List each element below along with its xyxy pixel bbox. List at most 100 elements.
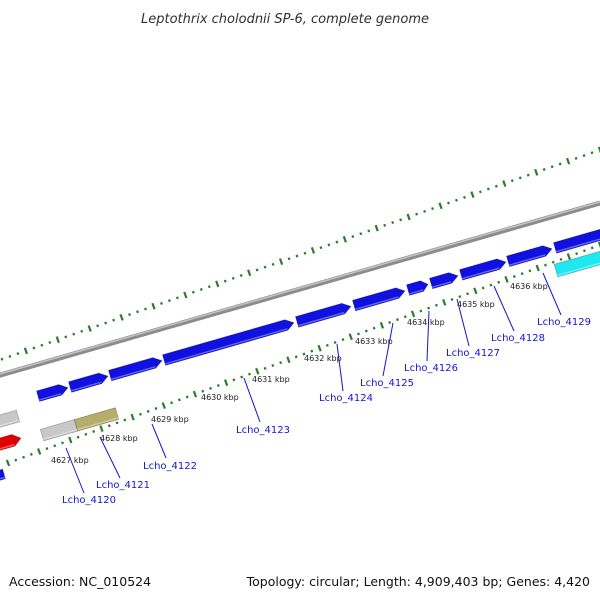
inner-ring-minor-tick [497, 280, 501, 284]
outer-ring-major-tick [278, 258, 284, 265]
gene-feature-forward-6[interactable] [352, 287, 406, 312]
outer-ring-minor-tick [96, 324, 100, 328]
outer-ring-minor-tick [399, 218, 403, 222]
gene-feature-red[interactable] [0, 434, 22, 453]
genome-backbone [0, 200, 600, 378]
gene-label-link[interactable]: Lcho_4129 [537, 317, 591, 328]
kbp-scale-labels: 4627 kbp 4628 kbp 4629 kbp 4630 kbp 4631 kbp… [51, 282, 548, 465]
inner-ring-minor-tick [279, 361, 283, 365]
gene-leader-line [456, 298, 470, 347]
gene-feature-forward-10[interactable] [506, 245, 553, 268]
kbp-label: 4636 kbp [510, 282, 548, 291]
inner-ring-major-tick [255, 367, 260, 375]
outer-ring-minor-tick [574, 156, 578, 160]
outer-ring-minor-tick [423, 209, 427, 213]
outer-ring-major-tick [183, 291, 188, 299]
gene-feature-forward-1[interactable] [36, 384, 69, 402]
inner-ring-minor-tick [45, 447, 49, 451]
gene-label-link[interactable]: Lcho_4120 [62, 495, 116, 506]
gene-feature-forward-4[interactable] [162, 319, 295, 366]
gene-feature-forward-7[interactable] [406, 280, 429, 296]
inner-ring-minor-tick [333, 341, 337, 345]
gene-feature-forward-2[interactable] [68, 372, 109, 393]
inner-ring-minor-tick [209, 386, 212, 390]
inner-ring-minor-tick [201, 389, 205, 393]
kbp-label: 4633 kbp [355, 337, 393, 346]
inner-ring-minor-tick [177, 398, 181, 402]
inner-ring-minor-tick [248, 372, 251, 376]
kbp-label: 4632 kbp [304, 354, 342, 363]
inner-ring-minor-tick [481, 286, 485, 290]
gene-label-link[interactable]: Lcho_4126 [404, 363, 458, 374]
outer-ring-major-tick [247, 269, 252, 277]
outer-ring-minor-tick [391, 221, 395, 225]
outer-ring-major-tick [566, 157, 571, 165]
inner-ring-major-tick [410, 310, 416, 318]
gene-feature-grey-left[interactable] [0, 409, 21, 430]
outer-ring-major-tick [215, 280, 220, 288]
inner-ring-minor-tick [53, 444, 57, 448]
inner-ring-minor-tick [528, 269, 532, 273]
outer-ring-minor-tick [367, 229, 371, 233]
inner-ring-minor-tick [403, 315, 407, 319]
outer-ring-minor-tick [590, 151, 594, 155]
outer-ring-minor-tick [319, 246, 323, 250]
outer-ring-minor-tick [223, 279, 227, 283]
outer-ring-minor-tick [351, 234, 355, 238]
gene-label-link[interactable]: Lcho_4128 [491, 333, 545, 344]
inner-tick-ring [5, 241, 600, 467]
outer-ring-major-tick [23, 347, 28, 355]
inner-ring-minor-tick [240, 375, 244, 379]
inner-ring-minor-tick [271, 363, 275, 367]
outer-ring-minor-tick [263, 265, 267, 269]
gene-label-link[interactable]: Lcho_4121 [96, 480, 150, 491]
gene-feature-forward-8[interactable] [429, 272, 459, 290]
gene-feature-forward-3[interactable] [108, 357, 163, 382]
outer-ring-minor-tick [335, 240, 339, 244]
inner-ring-major-tick [286, 356, 291, 364]
outer-ring-major-tick [406, 213, 411, 221]
gene-label-link[interactable]: Lcho_4124 [319, 393, 373, 404]
gene-feature-cyan[interactable] [553, 250, 600, 278]
inner-ring-minor-tick [364, 329, 368, 333]
outer-tick-ring [0, 146, 600, 361]
inner-ring-major-tick [192, 390, 198, 398]
inner-ring-minor-tick [427, 306, 431, 310]
gene-labels: Lcho_4120 Lcho_4121 Lcho_4122 Lcho_4123 Lcho… [62, 272, 591, 506]
outer-ring-major-tick [438, 202, 443, 210]
gene-feature-blue-left[interactable] [0, 468, 6, 483]
gene-label-link[interactable]: Lcho_4125 [360, 378, 414, 389]
inner-ring-major-tick [99, 425, 104, 432]
gene-feature-forward-5[interactable] [295, 303, 352, 328]
inner-ring-minor-tick [341, 338, 345, 342]
outer-ring-major-tick [151, 302, 156, 310]
inner-ring-major-tick [566, 253, 571, 260]
outer-ring-major-tick [310, 247, 316, 254]
inner-ring-minor-tick [325, 343, 329, 347]
outer-ring-minor-tick [80, 329, 84, 333]
outer-ring-minor-tick [191, 290, 195, 294]
inner-ring-minor-tick [559, 257, 563, 261]
inner-ring-major-tick [130, 413, 135, 421]
genome-summary-text: Topology: circular; Length: 4,909,403 bp… [246, 574, 590, 589]
gene-label-link[interactable]: Lcho_4123 [236, 425, 290, 436]
outer-ring-minor-tick [175, 296, 179, 300]
outer-ring-minor-tick [558, 162, 562, 166]
outer-ring-minor-tick [8, 354, 12, 358]
inner-ring-minor-tick [388, 320, 392, 324]
accession-text: Accession: NC_010524 [9, 574, 151, 589]
outer-ring-minor-tick [160, 301, 163, 305]
gene-label-link[interactable]: Lcho_4127 [446, 348, 500, 359]
gene-leader-line [542, 272, 562, 316]
kbp-label: 4631 kbp [252, 375, 290, 384]
outer-ring-minor-tick [40, 343, 44, 347]
inner-ring-minor-tick [232, 378, 236, 382]
gene-feature-forward-11[interactable] [553, 228, 600, 254]
outer-ring-major-tick [470, 191, 475, 199]
inner-ring-minor-tick [146, 409, 150, 413]
gene-feature-forward-9[interactable] [459, 258, 507, 281]
outer-ring-minor-tick [359, 232, 363, 236]
gene-label-link[interactable]: Lcho_4122 [143, 461, 197, 472]
gene-feature-olive[interactable] [73, 407, 120, 432]
